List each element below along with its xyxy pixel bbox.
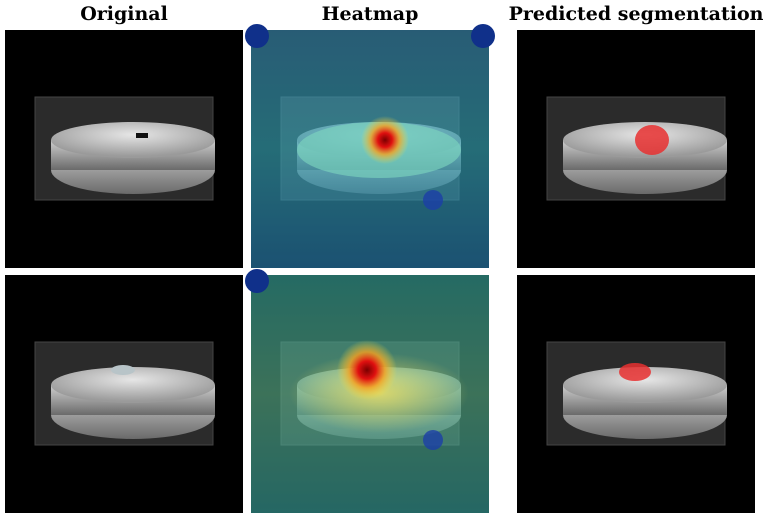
original-image [4, 274, 244, 514]
column-header: Predicted segmentation [509, 3, 764, 25]
segmentation-image [516, 29, 756, 269]
original-image [4, 29, 244, 269]
column-header: Original [80, 3, 168, 25]
column-header: Heatmap [322, 3, 419, 25]
heatmap-image [245, 269, 490, 514]
heatmap-image [245, 24, 495, 269]
segmentation-image [516, 274, 756, 514]
